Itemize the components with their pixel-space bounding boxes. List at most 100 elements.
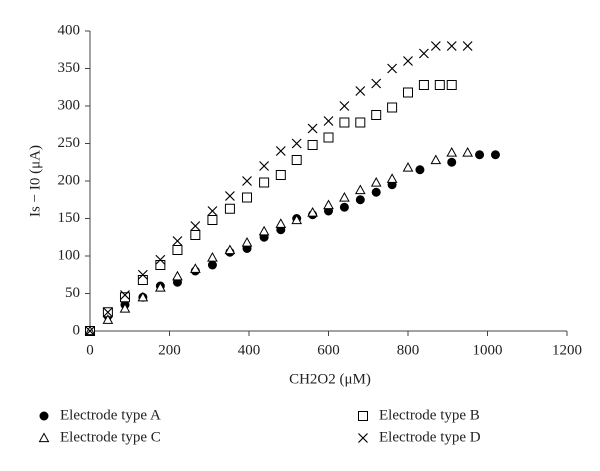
point [155,254,166,265]
x-axis-label: CH2O2 (μM) [289,371,371,387]
y-tick-label: 300 [58,97,81,113]
point [403,56,413,66]
point [371,110,382,120]
point [386,173,398,183]
point [102,314,114,324]
point [207,206,218,216]
point [258,225,270,236]
x-tick-label: 1000 [473,342,503,358]
point [355,195,365,205]
y-tick-label: 150 [58,210,81,226]
point [371,78,382,89]
y-tick-label: 350 [58,60,81,76]
legend-label: Electrode type D [379,429,481,445]
point [430,41,441,51]
x-tick-label: 200 [158,342,181,358]
point [207,215,218,225]
point [307,123,318,134]
point [446,146,458,157]
point [259,161,270,171]
x-tick-label: 0 [86,342,94,358]
point [339,117,350,128]
point [189,263,201,273]
point [370,176,382,187]
point [137,275,148,285]
legend-marker [358,411,368,421]
y-tick-label: 0 [73,322,81,338]
point [462,146,473,157]
point [207,260,217,270]
point [355,86,366,96]
point [155,260,166,270]
point [339,202,349,212]
point [339,101,350,111]
point [291,155,302,165]
point [85,326,95,336]
legend-marker [39,411,49,421]
point [275,170,286,180]
legend-label: Electrode type A [60,407,161,423]
point [119,292,130,303]
point [259,177,270,188]
point [490,150,500,160]
point [371,187,381,197]
point [415,165,425,175]
point [119,302,131,313]
point [446,80,457,90]
point [207,251,218,262]
x-tick-label: 800 [397,342,420,358]
point [224,203,235,214]
point [172,245,183,255]
point [475,150,485,160]
legend-marker [38,432,50,443]
point [323,132,334,143]
point [307,140,318,150]
point [172,236,183,246]
point [242,192,253,203]
point [224,191,235,201]
y-tick-label: 400 [58,22,81,38]
point [275,146,286,156]
point [120,290,130,300]
point [462,41,473,51]
point [307,206,318,217]
point [446,41,457,51]
point [430,154,442,165]
point [190,230,201,240]
x-tick-label: 1200 [552,342,582,358]
point [137,269,148,280]
legend-label: Electrode type B [379,407,480,423]
y-tick-label: 50 [65,285,80,301]
point [137,291,149,302]
point [355,117,366,128]
point [323,116,334,126]
point [241,236,253,247]
y-axis-label: Is − I0 (μA) [27,145,43,217]
point [387,102,398,113]
point [155,281,166,292]
point [387,63,398,74]
point [190,221,201,231]
x-tick-label: 600 [317,342,340,358]
point [102,307,113,318]
point [224,244,236,255]
point [418,80,429,90]
point [434,80,445,90]
point [354,184,366,195]
legend-marker [358,433,368,443]
y-tick-label: 200 [58,172,81,188]
point [403,87,413,98]
legend-label: Electrode type C [60,429,161,445]
point [323,199,334,210]
x-tick-label: 400 [238,342,261,358]
point [172,270,183,281]
point [242,176,252,186]
point [402,161,414,172]
point [447,157,457,167]
point [275,218,287,228]
y-tick-label: 100 [58,247,81,263]
point [291,214,303,225]
point [339,191,350,202]
point [291,138,302,149]
